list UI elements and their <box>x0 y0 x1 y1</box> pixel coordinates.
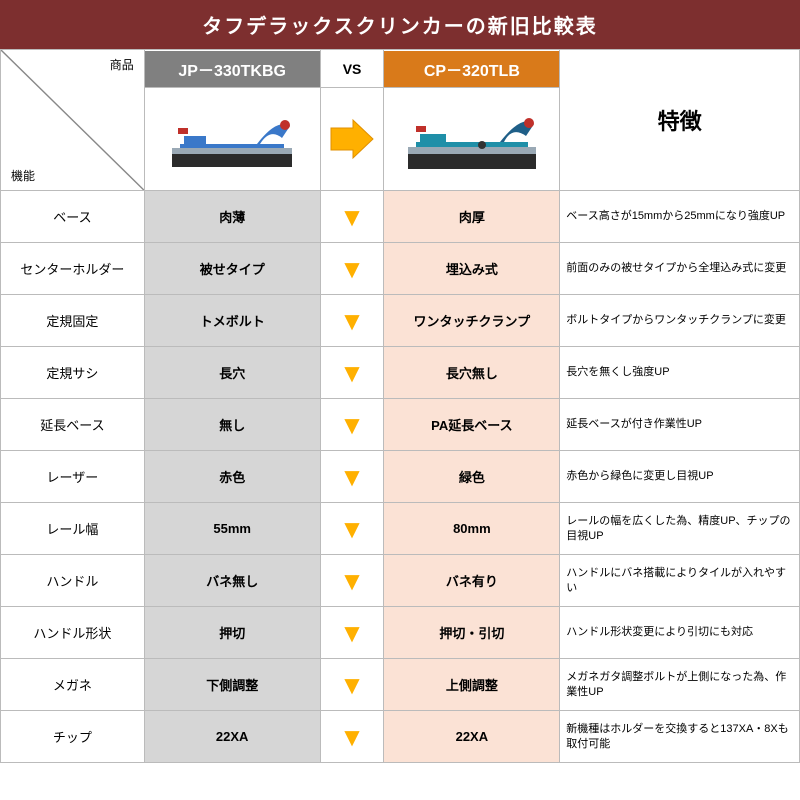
vs-cell: VS <box>320 50 384 88</box>
feature-cell: レールの幅を広くした為、精度UP、チップの目視UP <box>560 503 800 555</box>
new-model-name: CP－320TLB <box>384 51 559 87</box>
feature-cell: メガネガタ調整ボルトが上側になった為、作業性UP <box>560 659 800 711</box>
corner-cell: 商品 機能 <box>1 50 145 191</box>
feature-cell: 長穴を無くし強度UP <box>560 347 800 399</box>
arrow-down-icon: ▼ <box>339 670 365 700</box>
old-value-cell: 下側調整 <box>144 659 320 711</box>
row-label: メガネ <box>1 659 145 711</box>
new-product-image <box>384 88 560 191</box>
old-model-header: JP－330TKBG <box>144 50 320 88</box>
arrow-down-cell: ▼ <box>320 191 384 243</box>
arrow-down-cell: ▼ <box>320 555 384 607</box>
feature-cell: ハンドルにバネ搭載によりタイルが入れやすい <box>560 555 800 607</box>
page-title: タフデラックスクリンカーの新旧比較表 <box>0 0 800 49</box>
arrow-down-icon: ▼ <box>339 410 365 440</box>
tile-cutter-icon <box>402 98 542 178</box>
table-row: 延長ベース無し ▼ PA延長ベース延長ベースが付き作業性UP <box>1 399 800 451</box>
new-value-cell: 肉厚 <box>384 191 560 243</box>
table-row: センターホルダー被せタイプ ▼ 埋込み式前面のみの被せタイプから全埋込み式に変更 <box>1 243 800 295</box>
old-value-cell: 22XA <box>144 711 320 763</box>
vs-label: VS <box>343 61 362 77</box>
row-label: ベース <box>1 191 145 243</box>
tile-cutter-icon <box>162 98 302 178</box>
old-value-cell: 被せタイプ <box>144 243 320 295</box>
table-row: ベース肉薄 ▼ 肉厚ベース高さが15mmから25mmになり強度UP <box>1 191 800 243</box>
feature-cell: 赤色から緑色に変更し目視UP <box>560 451 800 503</box>
arrow-down-cell: ▼ <box>320 659 384 711</box>
old-value-cell: 肉薄 <box>144 191 320 243</box>
arrow-down-icon: ▼ <box>339 358 365 388</box>
row-label: ハンドル形状 <box>1 607 145 659</box>
old-value-cell: 長穴 <box>144 347 320 399</box>
arrow-down-cell: ▼ <box>320 399 384 451</box>
arrow-down-icon: ▼ <box>339 462 365 492</box>
arrow-down-icon: ▼ <box>339 722 365 752</box>
old-model-name: JP－330TKBG <box>145 51 320 87</box>
arrow-down-cell: ▼ <box>320 503 384 555</box>
row-label: ハンドル <box>1 555 145 607</box>
old-value-cell: 押切 <box>144 607 320 659</box>
arrow-right-icon <box>327 114 377 164</box>
arrow-down-icon: ▼ <box>339 618 365 648</box>
table-row: 定規サシ長穴 ▼ 長穴無し長穴を無くし強度UP <box>1 347 800 399</box>
new-value-cell: ワンタッチクランプ <box>384 295 560 347</box>
new-value-cell: 80mm <box>384 503 560 555</box>
table-row: ハンドルバネ無し ▼ バネ有りハンドルにバネ搭載によりタイルが入れやすい <box>1 555 800 607</box>
old-value-cell: 無し <box>144 399 320 451</box>
new-value-cell: 埋込み式 <box>384 243 560 295</box>
table-header-row: 商品 機能 JP－330TKBG VS CP－320TLB 特徴 <box>1 50 800 88</box>
arrow-down-cell: ▼ <box>320 711 384 763</box>
feature-cell: 前面のみの被せタイプから全埋込み式に変更 <box>560 243 800 295</box>
arrow-down-icon: ▼ <box>339 566 365 596</box>
feature-cell: ハンドル形状変更により引切にも対応 <box>560 607 800 659</box>
arrow-down-cell: ▼ <box>320 607 384 659</box>
table-row: レール幅55mm ▼ 80mmレールの幅を広くした為、精度UP、チップの目視UP <box>1 503 800 555</box>
old-value-cell: トメボルト <box>144 295 320 347</box>
row-label: チップ <box>1 711 145 763</box>
old-value-cell: バネ無し <box>144 555 320 607</box>
new-value-cell: PA延長ベース <box>384 399 560 451</box>
table-row: メガネ下側調整 ▼ 上側調整メガネガタ調整ボルトが上側になった為、作業性UP <box>1 659 800 711</box>
feature-header: 特徴 <box>560 50 800 191</box>
arrow-down-icon: ▼ <box>339 514 365 544</box>
arrow-down-cell: ▼ <box>320 243 384 295</box>
row-label: センターホルダー <box>1 243 145 295</box>
feature-cell: ベース高さが15mmから25mmになり強度UP <box>560 191 800 243</box>
feature-cell: 延長ベースが付き作業性UP <box>560 399 800 451</box>
arrow-down-icon: ▼ <box>339 202 365 232</box>
arrow-down-icon: ▼ <box>339 306 365 336</box>
arrow-down-cell: ▼ <box>320 451 384 503</box>
feature-cell: 新機種はホルダーを交換すると137XA・8Xも取付可能 <box>560 711 800 763</box>
new-value-cell: バネ有り <box>384 555 560 607</box>
comparison-table: 商品 機能 JP－330TKBG VS CP－320TLB 特徴 <box>0 49 800 763</box>
new-model-header: CP－320TLB <box>384 50 560 88</box>
arrow-down-cell: ▼ <box>320 295 384 347</box>
arrow-down-icon: ▼ <box>339 254 365 284</box>
new-value-cell: 押切・引切 <box>384 607 560 659</box>
table-row: 定規固定トメボルト ▼ ワンタッチクランプボルトタイプからワンタッチクランプに変更 <box>1 295 800 347</box>
old-value-cell: 55mm <box>144 503 320 555</box>
row-label: 定規サシ <box>1 347 145 399</box>
arrow-cell <box>320 88 384 191</box>
corner-top-label: 商品 <box>110 56 134 73</box>
new-value-cell: 22XA <box>384 711 560 763</box>
row-label: 定規固定 <box>1 295 145 347</box>
new-value-cell: 長穴無し <box>384 347 560 399</box>
row-label: レール幅 <box>1 503 145 555</box>
feature-cell: ボルトタイプからワンタッチクランプに変更 <box>560 295 800 347</box>
old-value-cell: 赤色 <box>144 451 320 503</box>
row-label: レーザー <box>1 451 145 503</box>
arrow-down-cell: ▼ <box>320 347 384 399</box>
table-row: レーザー赤色 ▼ 緑色赤色から緑色に変更し目視UP <box>1 451 800 503</box>
table-row: チップ22XA▼22XA新機種はホルダーを交換すると137XA・8Xも取付可能 <box>1 711 800 763</box>
new-value-cell: 上側調整 <box>384 659 560 711</box>
old-product-image <box>144 88 320 191</box>
row-label: 延長ベース <box>1 399 145 451</box>
table-row: ハンドル形状押切 ▼ 押切・引切ハンドル形状変更により引切にも対応 <box>1 607 800 659</box>
corner-bottom-label: 機能 <box>11 167 35 184</box>
new-value-cell: 緑色 <box>384 451 560 503</box>
